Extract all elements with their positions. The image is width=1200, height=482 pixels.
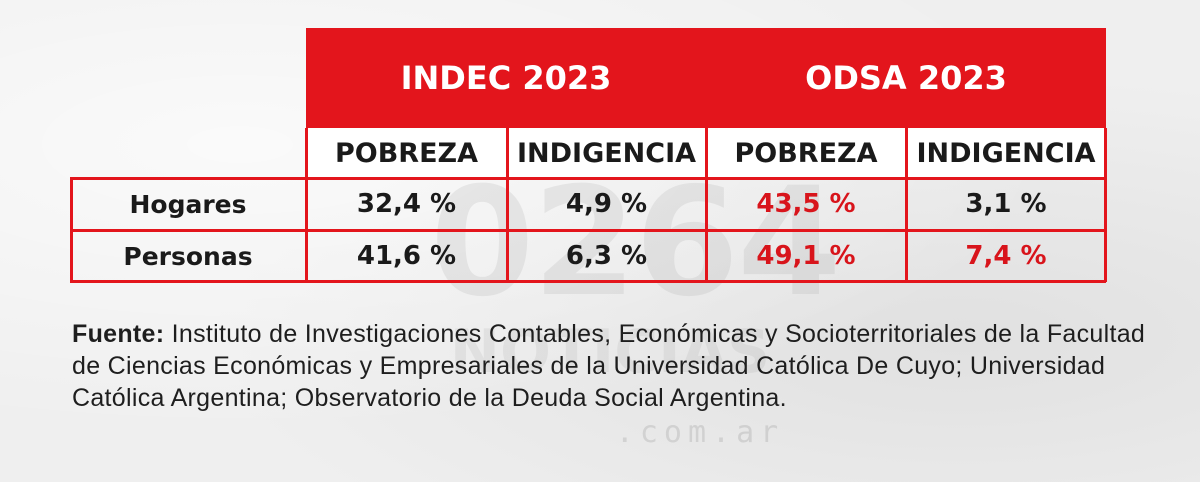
table-cell: 7,4 % (965, 241, 1047, 271)
grid-line (1104, 177, 1107, 282)
grid-line (70, 229, 1106, 232)
grid-line (70, 177, 1106, 180)
grid-line (305, 178, 308, 282)
table-cell: 32,4 % (356, 189, 457, 219)
source-label: Fuente: (72, 320, 165, 348)
grid-line (506, 128, 509, 282)
column-header-pobreza: POBREZA (706, 128, 906, 178)
column-header-indigencia: INDIGENCIA (906, 128, 1106, 178)
table-cell: 43,5 % (756, 189, 856, 219)
column-header-indigencia: INDIGENCIA (507, 128, 706, 178)
group-header-indec: INDEC 2023 (306, 28, 706, 128)
watermark-domain: .com.ar (615, 415, 785, 450)
poverty-table: INDEC 2023 ODSA 2023 POBREZA INDIGENCIA POBR… (70, 28, 1107, 283)
table-cell: 6,3 % (565, 241, 648, 271)
source-note: Fuente: Instituto de Investigaciones Con… (72, 318, 1152, 414)
table-cell: 4,9 % (565, 189, 648, 219)
table-cell: 41,6 % (356, 241, 457, 271)
grid-line (70, 177, 73, 282)
row-label: Personas (123, 241, 253, 271)
table-cell: 49,1 % (756, 241, 856, 271)
row-label: Hogares (129, 189, 247, 219)
grid-line (905, 128, 908, 282)
column-header-pobreza: POBREZA (306, 128, 507, 178)
group-header-odsa: ODSA 2023 (706, 28, 1106, 128)
grid-line (70, 280, 1106, 283)
grid-line (705, 128, 708, 282)
grid-line (305, 128, 308, 178)
grid-line (1104, 128, 1107, 178)
source-text: Instituto de Investigaciones Contables, … (72, 320, 1146, 412)
table-cell: 3,1 % (965, 189, 1047, 219)
